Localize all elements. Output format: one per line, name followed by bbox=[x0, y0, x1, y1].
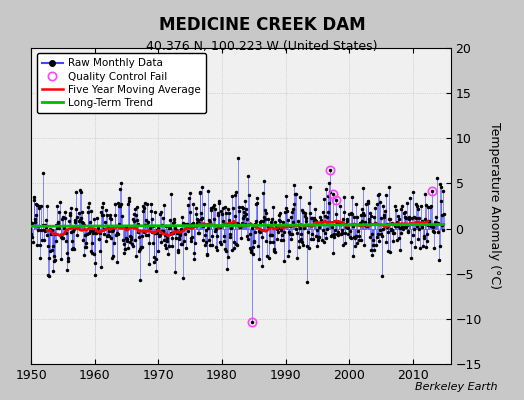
Y-axis label: Temperature Anomaly (°C): Temperature Anomaly (°C) bbox=[488, 122, 501, 290]
Text: 40.376 N, 100.223 W (United States): 40.376 N, 100.223 W (United States) bbox=[146, 40, 378, 53]
Text: MEDICINE CREEK DAM: MEDICINE CREEK DAM bbox=[159, 16, 365, 34]
Text: Berkeley Earth: Berkeley Earth bbox=[416, 382, 498, 392]
Legend: Raw Monthly Data, Quality Control Fail, Five Year Moving Average, Long-Term Tren: Raw Monthly Data, Quality Control Fail, … bbox=[37, 53, 206, 113]
